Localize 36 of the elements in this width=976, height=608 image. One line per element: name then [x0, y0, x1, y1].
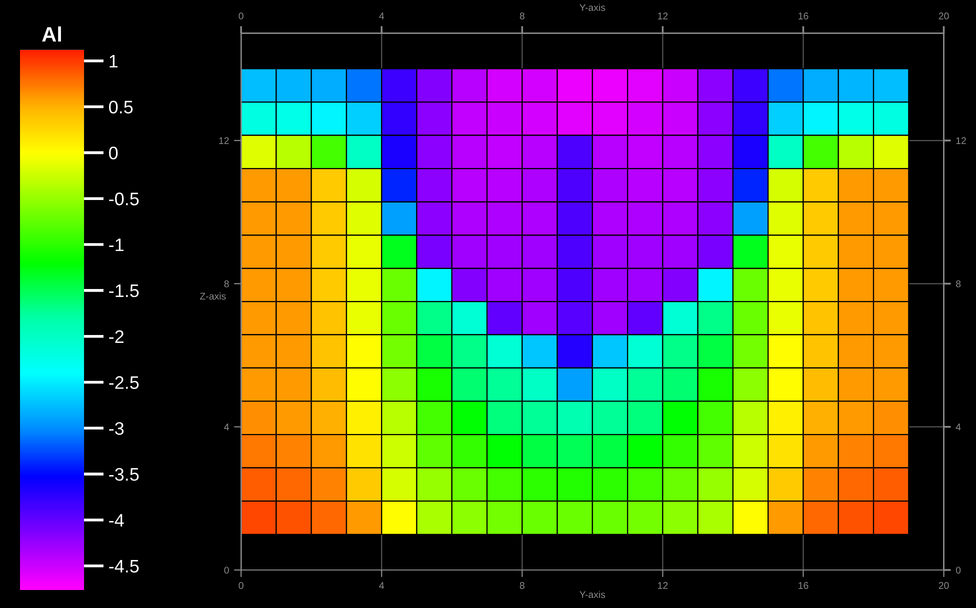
- color-bar-label: -1: [109, 238, 124, 252]
- color-bar-label: -3: [109, 422, 124, 435]
- color-bar-label: 0: [109, 146, 118, 160]
- x2-tick-label: 4: [379, 12, 384, 20]
- x2-tick-label: 12: [658, 12, 668, 20]
- y-tick-label: 0: [224, 566, 229, 574]
- x-tick-label: 0: [238, 582, 244, 589]
- color-bar-label: 0.5: [109, 100, 133, 114]
- x-tick-label: 20: [938, 582, 949, 589]
- y2-tick-label: 4: [956, 424, 961, 430]
- y-tick-label: 8: [224, 280, 229, 288]
- y-axis-title: Z-axis: [200, 292, 226, 300]
- color-bar-label: -2: [109, 330, 124, 343]
- x2-tick-label: 16: [798, 12, 808, 20]
- color-bar-label: -4.5: [109, 560, 139, 573]
- y-tick-label: 4: [224, 424, 229, 430]
- color-bar-label: -0.5: [109, 192, 139, 206]
- x-tick-label: 4: [379, 582, 384, 589]
- x2-tick-label: 20: [938, 12, 949, 20]
- x-axis-title: Y-axis: [580, 590, 606, 598]
- color-bar-label: -1.5: [109, 284, 139, 298]
- color-bar-label: -3.5: [109, 468, 139, 481]
- x2-tick-label: 8: [520, 12, 524, 20]
- x2-axis-title: Y-axis: [580, 4, 606, 11]
- color-bar-label: -4: [109, 514, 124, 527]
- y2-tick-label: 0: [956, 566, 961, 574]
- x2-tick-label: 0: [238, 12, 244, 20]
- x-tick-label: 8: [520, 582, 524, 589]
- y2-tick-label: 8: [956, 280, 961, 288]
- color-bar-label: -2.5: [109, 376, 139, 389]
- x-tick-label: 16: [798, 582, 808, 589]
- x-tick-label: 12: [658, 582, 668, 589]
- color-bar-title: Al: [42, 26, 61, 42]
- color-bar-label: 1: [110, 54, 118, 68]
- y2-tick-label: 12: [956, 137, 966, 144]
- y-tick-label: 12: [219, 137, 229, 144]
